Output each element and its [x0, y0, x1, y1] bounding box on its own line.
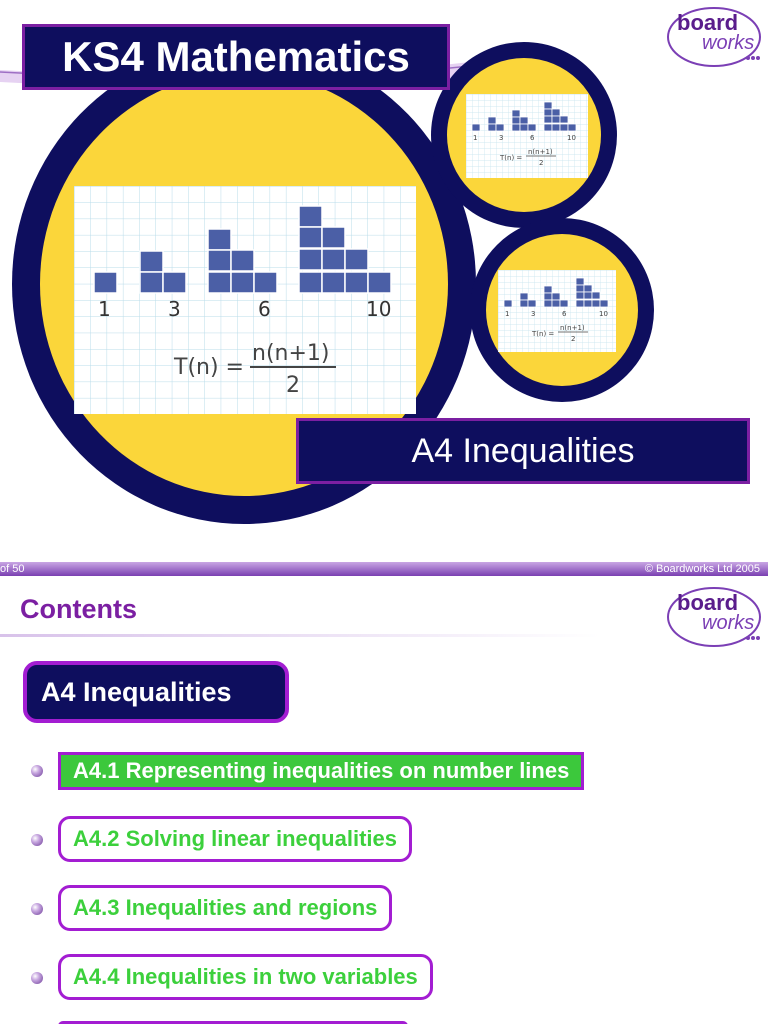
boardworks-logo: board works: [666, 6, 762, 68]
svg-text:n(n+1): n(n+1): [560, 324, 585, 332]
svg-text:T(n) =: T(n) =: [173, 355, 244, 380]
svg-text:T(n) =: T(n) =: [499, 154, 522, 162]
copyright: © Boardworks Ltd 2005: [644, 563, 760, 575]
logo-text-board: board: [677, 590, 739, 615]
topic-title: A4 Inequalities: [296, 418, 750, 484]
svg-text:1: 1: [473, 134, 477, 142]
tri-number-3: 3: [168, 297, 181, 321]
svg-text:2: 2: [539, 159, 543, 167]
contents-heading: Contents: [20, 594, 137, 624]
contents-item-a4-2[interactable]: A4.2 Solving linear inequalities: [58, 816, 412, 862]
svg-text:n(n+1): n(n+1): [528, 148, 553, 156]
logo-text-works: works: [702, 32, 755, 54]
slide-counter: of 50: [0, 563, 25, 575]
bullet-icon: [31, 972, 43, 984]
svg-text:1: 1: [505, 310, 509, 318]
svg-text:10: 10: [567, 134, 576, 142]
svg-text:T(n) =: T(n) =: [531, 330, 554, 338]
svg-text:3: 3: [499, 134, 503, 142]
svg-text:10: 10: [599, 310, 608, 318]
logo-text-board: board: [677, 10, 739, 35]
title-slide: 1 3 6 10 T(n) = n(n+1) 2: [0, 6, 762, 524]
bullet-icon: [31, 834, 43, 846]
triangular-numbers-thumbnail-bottom: 1 3 6 10 T(n) = n(n+1) 2: [498, 270, 616, 352]
boardworks-logo: board works: [666, 586, 762, 648]
svg-text:2: 2: [571, 335, 575, 343]
svg-text:2: 2: [286, 373, 300, 398]
tri-number-10: 10: [366, 297, 391, 321]
slide-title: KS4 Mathematics: [22, 24, 450, 90]
heading-underline: [0, 634, 600, 637]
bullet-icon: [31, 765, 43, 777]
tri-formula: T(n) = n(n+1) 2: [173, 341, 336, 398]
svg-text:n(n+1): n(n+1): [252, 341, 329, 366]
contents-slide: Contents board works A4 Inequalities A4.…: [0, 576, 768, 1024]
triangular-numbers-thumbnail-top: 1 3 6 10 T(n) = n(n+1) 2: [466, 94, 588, 178]
tri-number-1: 1: [98, 297, 111, 321]
svg-text:6: 6: [562, 310, 567, 318]
bullet-icon: [31, 903, 43, 915]
contents-item-a4-1[interactable]: A4.1 Representing inequalities on number…: [58, 752, 585, 790]
contents-item-a4-4[interactable]: A4.4 Inequalities in two variables: [58, 954, 433, 1000]
logo-text-works: works: [702, 612, 755, 634]
section-button[interactable]: A4 Inequalities: [23, 661, 289, 723]
svg-text:3: 3: [531, 310, 535, 318]
tri-number-6: 6: [258, 297, 271, 321]
contents-item-partial[interactable]: [58, 1021, 408, 1024]
svg-text:6: 6: [530, 134, 535, 142]
footer-bar: [0, 562, 768, 576]
contents-item-a4-3[interactable]: A4.3 Inequalities and regions: [58, 885, 393, 931]
triangular-numbers-image: 1 3 6 10 T(n) = n(n+1) 2: [74, 186, 416, 414]
